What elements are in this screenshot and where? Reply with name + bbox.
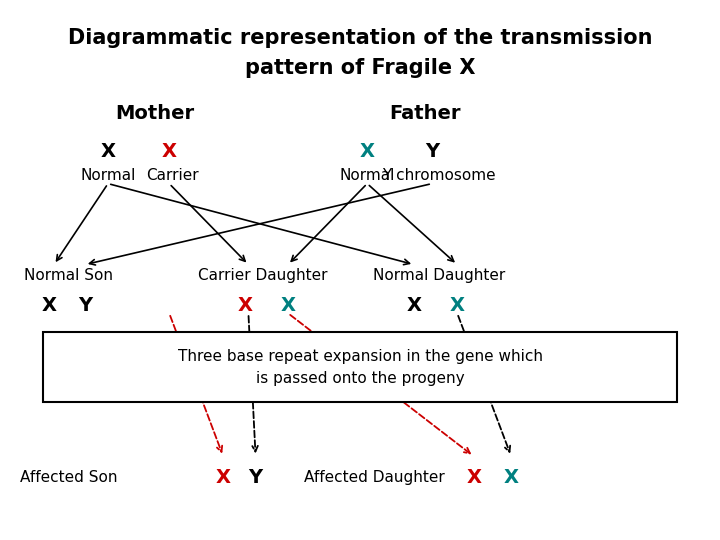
- Text: X: X: [281, 295, 295, 315]
- Text: Carrier: Carrier: [146, 168, 199, 183]
- Text: X: X: [216, 468, 230, 488]
- Text: X: X: [407, 295, 421, 315]
- Text: Normal: Normal: [340, 168, 395, 183]
- Text: Y: Y: [248, 468, 263, 488]
- Text: X: X: [467, 468, 481, 488]
- Text: Normal Daughter: Normal Daughter: [373, 268, 505, 283]
- Text: Father: Father: [389, 104, 461, 123]
- Text: Y chromosome: Y chromosome: [382, 168, 496, 183]
- Text: X: X: [42, 295, 56, 315]
- Text: Affected Daughter: Affected Daughter: [304, 470, 445, 485]
- Text: X: X: [162, 141, 176, 161]
- Text: X: X: [360, 141, 374, 161]
- Text: Affected Son: Affected Son: [19, 470, 117, 485]
- Text: Y: Y: [425, 141, 439, 161]
- Text: Normal: Normal: [81, 168, 135, 183]
- Text: X: X: [238, 295, 252, 315]
- Text: X: X: [450, 295, 464, 315]
- Text: Diagrammatic representation of the transmission: Diagrammatic representation of the trans…: [68, 28, 652, 48]
- Text: Normal Son: Normal Son: [24, 268, 113, 283]
- FancyBboxPatch shape: [43, 332, 677, 402]
- Text: Three base repeat expansion in the gene which
is passed onto the progeny: Three base repeat expansion in the gene …: [178, 349, 542, 386]
- Text: X: X: [101, 141, 115, 161]
- Text: X: X: [504, 468, 518, 488]
- Text: Y: Y: [78, 295, 92, 315]
- Text: Mother: Mother: [115, 104, 194, 123]
- Text: pattern of Fragile X: pattern of Fragile X: [245, 57, 475, 78]
- Text: Carrier Daughter: Carrier Daughter: [198, 268, 328, 283]
